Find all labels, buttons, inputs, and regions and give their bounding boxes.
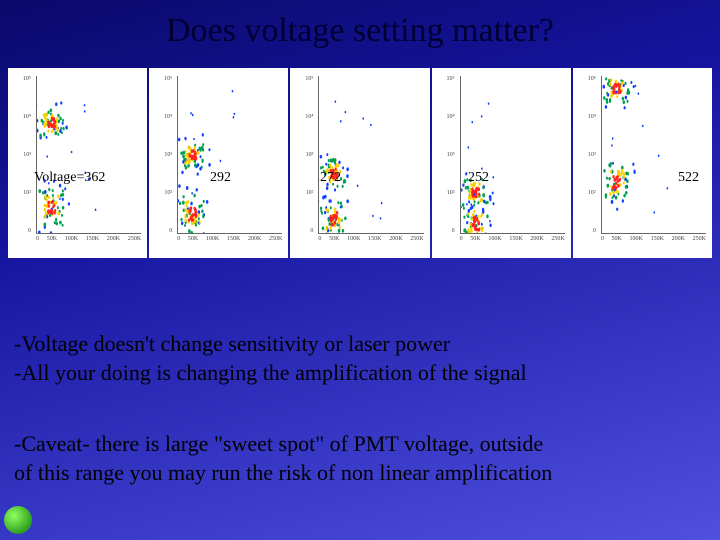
text-block-2: -Caveat- there is large "sweet spot" of … bbox=[14, 430, 552, 487]
scatter-plot: 050K100K150K200K250K010²10³10⁴10⁵ bbox=[290, 68, 429, 258]
page-title: Does voltage setting matter? bbox=[0, 0, 720, 50]
bullet-accent-icon bbox=[4, 506, 32, 534]
text-line: -Voltage doesn't change sensitivity or l… bbox=[14, 330, 527, 359]
text-line: of this range you may run the risk of no… bbox=[14, 459, 552, 488]
voltage-label: Voltage=362 bbox=[34, 170, 105, 186]
voltage-label: 252 bbox=[468, 170, 489, 186]
scatter-plot: 050K100K150K200K250K010²10³10⁴10⁵ bbox=[8, 68, 147, 258]
voltage-label: 522 bbox=[678, 170, 699, 186]
voltage-label: 292 bbox=[210, 170, 231, 186]
plots-row: 050K100K150K200K250K010²10³10⁴10⁵050K100… bbox=[0, 68, 720, 258]
x-axis: 050K100K150K200K250K bbox=[601, 236, 706, 250]
y-axis: 010²10³10⁴10⁵ bbox=[575, 76, 599, 234]
x-axis: 050K100K150K200K250K bbox=[318, 236, 423, 250]
y-axis: 010²10³10⁴10⁵ bbox=[10, 76, 34, 234]
scatter-plot: 050K100K150K200K250K010²10³10⁴10⁵ bbox=[149, 68, 288, 258]
x-axis: 050K100K150K200K250K bbox=[460, 236, 565, 250]
scatter-plot: 050K100K150K200K250K010²10³10⁴10⁵ bbox=[432, 68, 571, 258]
text-line: -All your doing is changing the amplific… bbox=[14, 359, 527, 388]
y-axis: 010²10³10⁴10⁵ bbox=[151, 76, 175, 234]
voltage-label: 272 bbox=[320, 170, 341, 186]
text-block-1: -Voltage doesn't change sensitivity or l… bbox=[14, 330, 527, 387]
x-axis: 050K100K150K200K250K bbox=[177, 236, 282, 250]
x-axis: 050K100K150K200K250K bbox=[36, 236, 141, 250]
y-axis: 010²10³10⁴10⁵ bbox=[292, 76, 316, 234]
y-axis: 010²10³10⁴10⁵ bbox=[434, 76, 458, 234]
scatter-plot: 050K100K150K200K250K010²10³10⁴10⁵ bbox=[573, 68, 712, 258]
text-line: -Caveat- there is large "sweet spot" of … bbox=[14, 430, 552, 459]
